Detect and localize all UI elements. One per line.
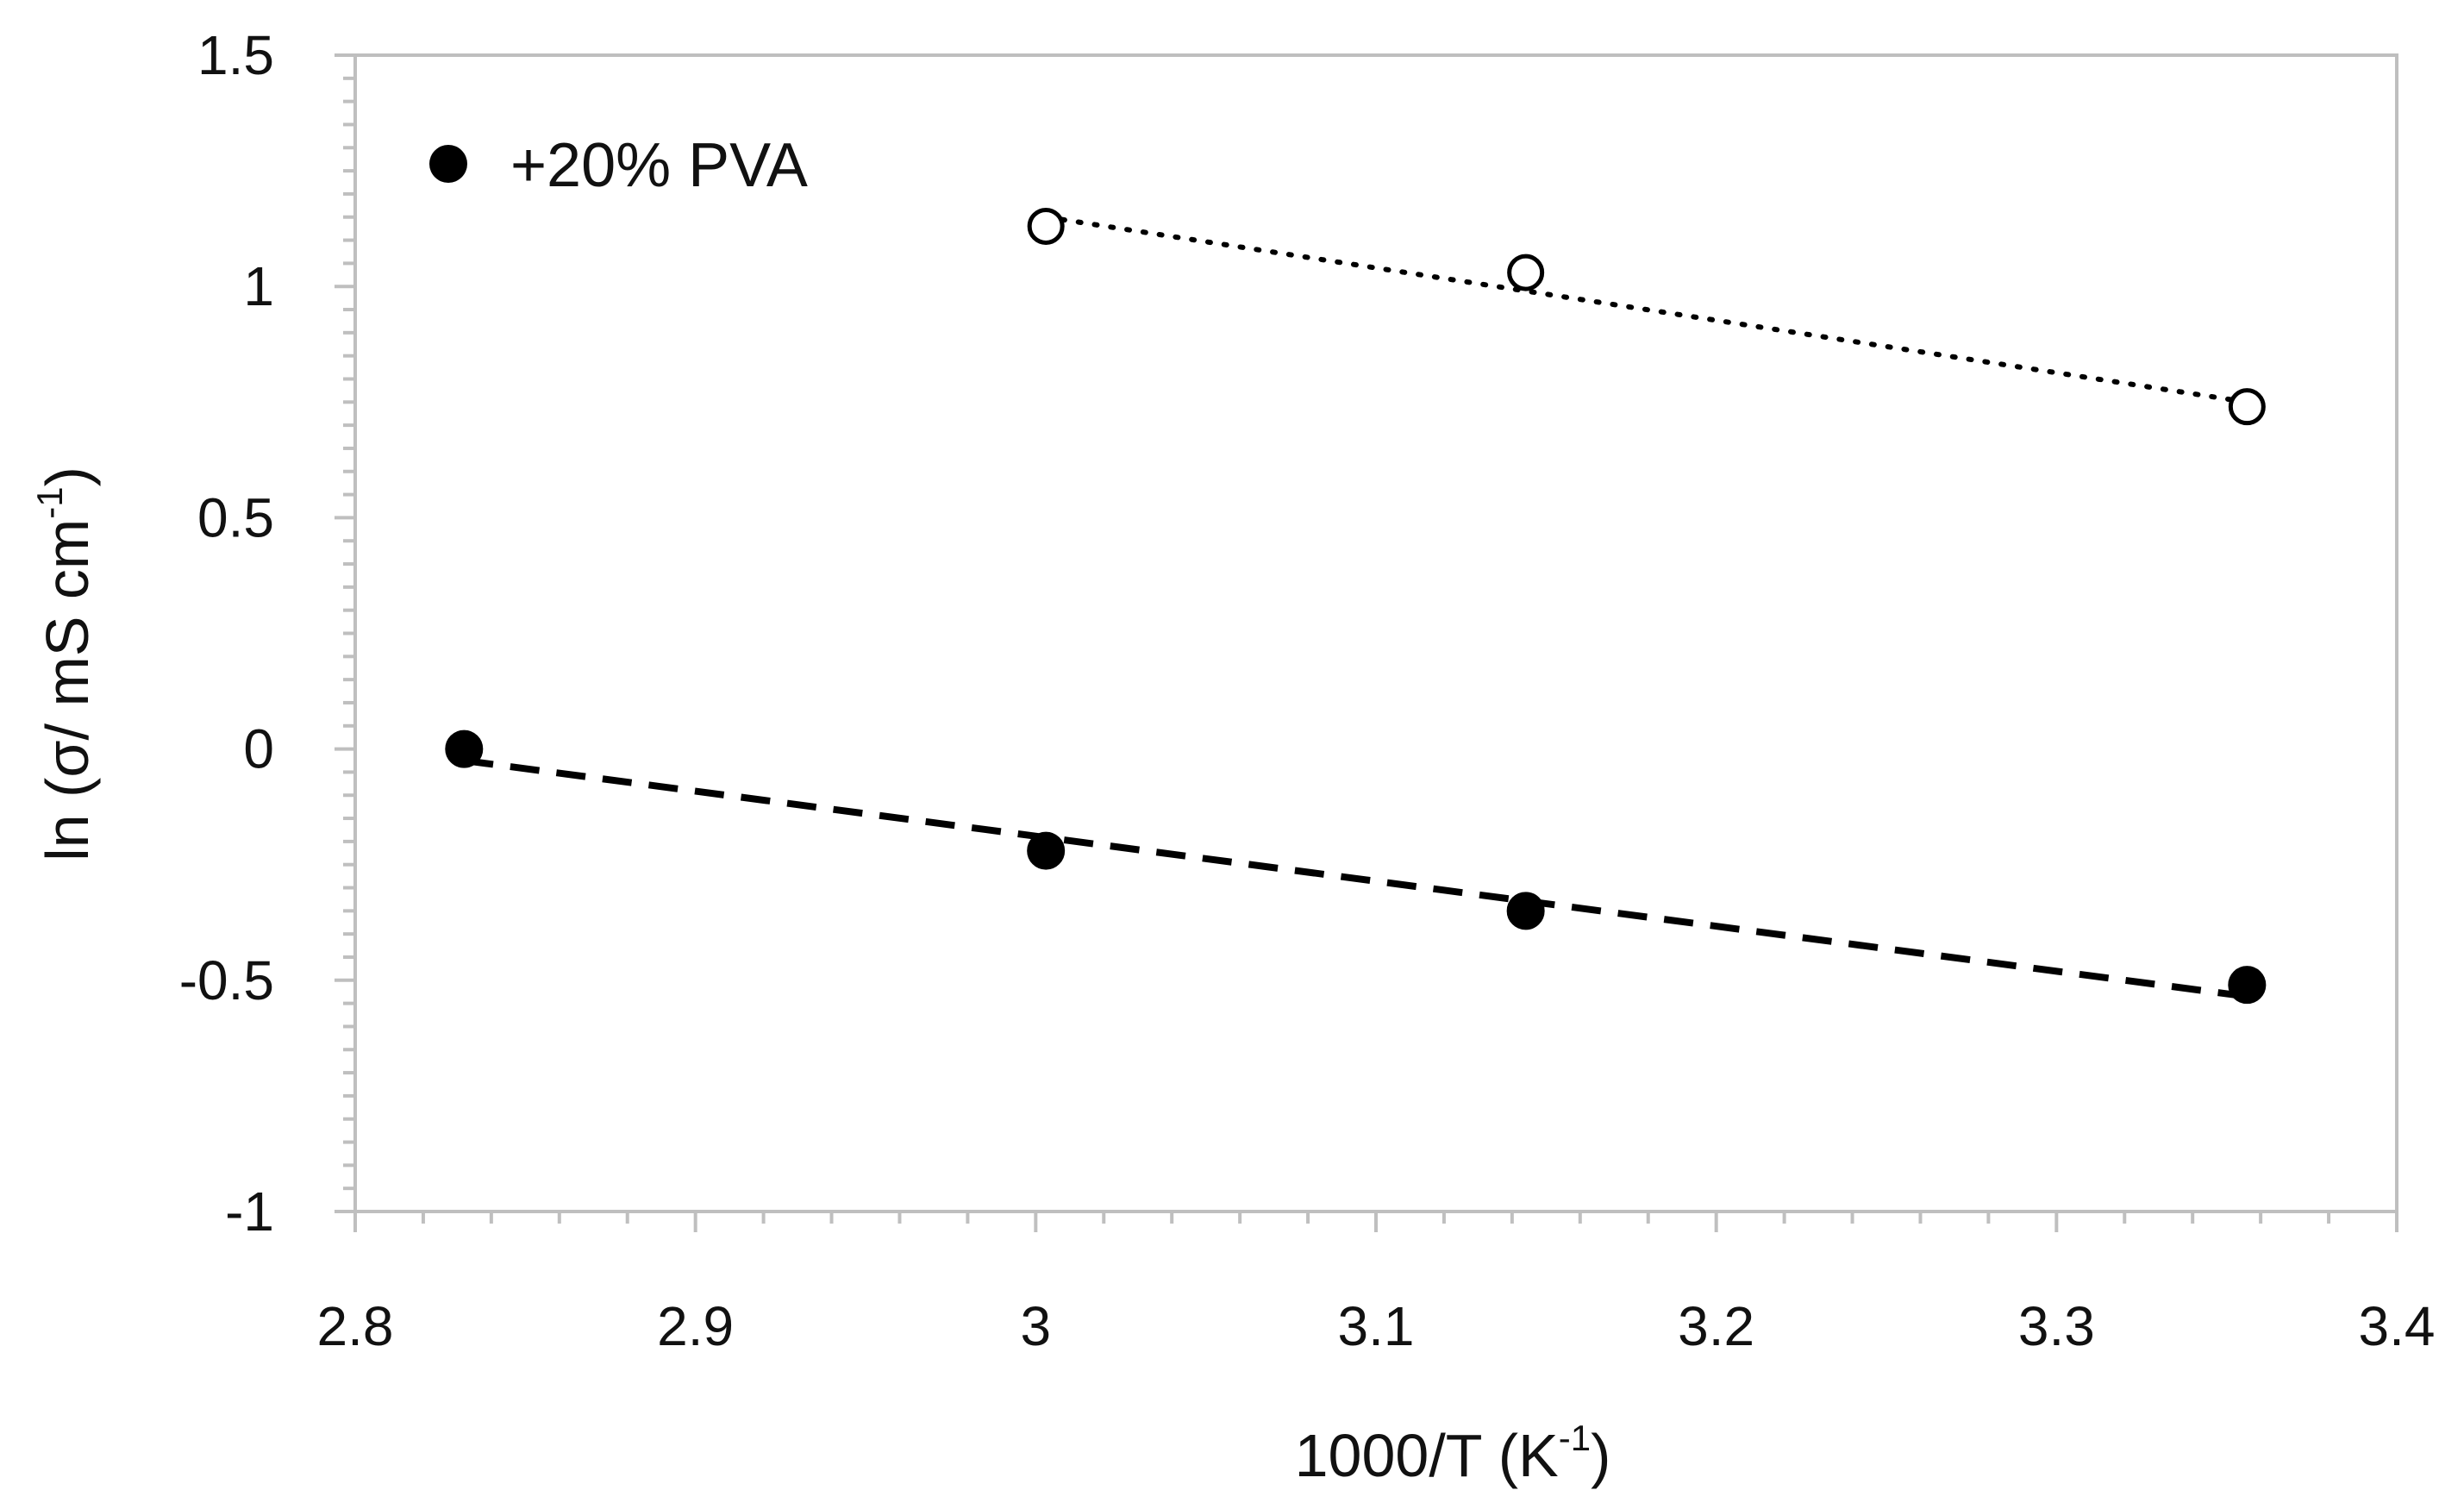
data-point-open	[1507, 254, 1545, 291]
data-points	[445, 207, 2267, 1005]
trendline-dashed	[463, 757, 2248, 1000]
data-point-filled	[1027, 831, 1066, 870]
y-tick-label: 0.5	[197, 486, 274, 548]
x-tick-label: 2.9	[657, 1295, 734, 1357]
data-point-filled	[2228, 966, 2267, 1005]
legend-label: +20% PVA	[510, 131, 808, 200]
axes	[335, 53, 2398, 1232]
y-tick-label: 1	[243, 255, 274, 317]
x-tick-label: 3.4	[2359, 1295, 2436, 1357]
y-tick-label: -1	[225, 1180, 274, 1243]
data-point-open	[1027, 207, 1065, 245]
data-point-filled	[445, 729, 484, 768]
x-tick-label: 3.3	[2018, 1295, 2095, 1357]
x-tick-label: 3.2	[1678, 1295, 1754, 1357]
legend: +20% PVA	[429, 131, 808, 200]
x-tick-label: 2.8	[317, 1295, 394, 1357]
x-tick-labels: 2.8 2.9 3 3.1 3.2 3.3 3.4	[317, 1295, 2436, 1357]
legend-marker-filled-circle	[429, 145, 467, 183]
trendline-dotted	[1043, 214, 2250, 405]
y-tick-label: -0.5	[179, 949, 274, 1011]
y-axis-title: ln (σ/ mS cm-1)	[29, 466, 101, 861]
plot-frame	[353, 53, 2398, 1213]
y-tick-label: 1.5	[197, 24, 274, 86]
y-tick-label: 0	[243, 718, 274, 780]
trendlines	[463, 214, 2250, 1000]
x-tick-label: 3	[1021, 1295, 1052, 1357]
data-point-open	[2228, 388, 2266, 426]
x-tick-label: 3.1	[1338, 1295, 1415, 1357]
x-axis-title: 1000/T (K-1)	[1295, 1418, 1611, 1489]
y-tick-labels: -1 -0.5 0 0.5 1 1.5	[179, 24, 274, 1243]
data-point-filled	[1506, 892, 1545, 930]
